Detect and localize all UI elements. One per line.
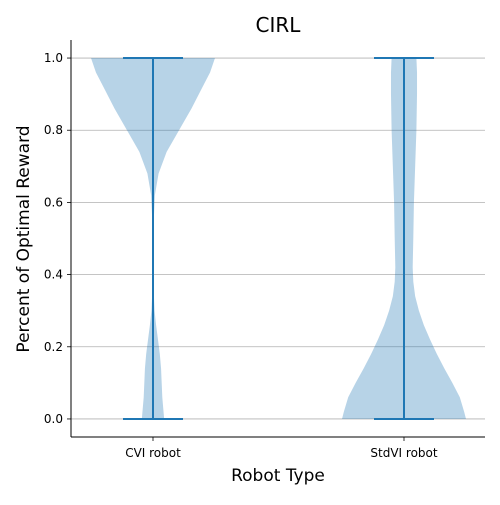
x-tick-label: CVI robot <box>125 446 181 460</box>
y-tick-label: 0.6 <box>44 195 63 209</box>
y-tick-label: 0.2 <box>44 340 63 354</box>
y-tick-label: 0.0 <box>44 412 63 426</box>
y-tick-label: 0.4 <box>44 268 63 282</box>
y-tick-label: 1.0 <box>44 51 63 65</box>
x-tick-label: StdVI robot <box>370 446 437 460</box>
y-tick-label: 0.8 <box>44 123 63 137</box>
x-axis-label: Robot Type <box>231 466 325 486</box>
chart-title: CIRL <box>256 13 302 37</box>
y-axis-label: Percent of Optimal Reward <box>14 125 34 352</box>
violin-bodies <box>91 58 466 419</box>
